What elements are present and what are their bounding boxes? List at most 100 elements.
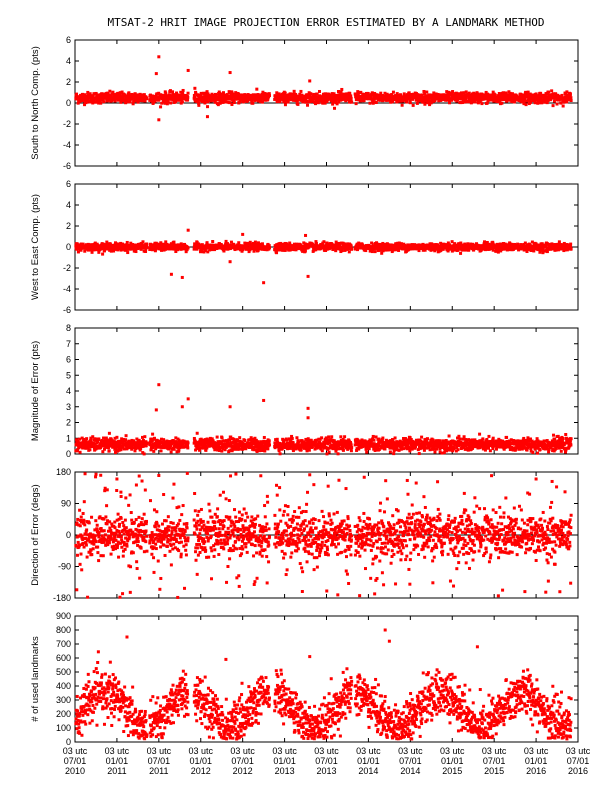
data-point <box>100 92 104 96</box>
data-point <box>451 90 455 94</box>
data-point <box>371 101 375 105</box>
data-point <box>408 98 412 102</box>
data-point <box>480 102 484 106</box>
data-point <box>113 243 117 247</box>
data-point <box>143 99 147 103</box>
data-point <box>501 93 505 97</box>
data-point <box>81 242 85 246</box>
data-point <box>266 97 270 101</box>
data-point <box>327 92 331 96</box>
data-point <box>145 96 149 100</box>
data-point <box>88 448 92 452</box>
data-point <box>264 92 268 96</box>
data-point <box>307 91 311 95</box>
data-point <box>337 89 341 93</box>
data-point <box>401 97 405 101</box>
data-point <box>118 243 122 247</box>
data-point <box>85 100 89 104</box>
scatter-series <box>74 228 573 285</box>
data-point <box>460 91 464 95</box>
data-point <box>340 98 344 102</box>
y-tick-label: 6 <box>66 179 71 189</box>
data-point <box>194 91 198 95</box>
data-point <box>228 101 232 105</box>
data-point <box>522 102 526 106</box>
panel-frame <box>74 327 579 455</box>
data-point <box>306 103 310 107</box>
data-point <box>354 98 358 102</box>
data-point <box>101 252 105 256</box>
data-point <box>333 98 337 102</box>
data-point <box>448 101 452 105</box>
data-point <box>117 95 121 99</box>
data-point <box>362 99 366 103</box>
data-point <box>115 435 119 439</box>
data-point <box>107 449 111 453</box>
data-point <box>201 99 205 103</box>
data-point <box>203 249 207 253</box>
data-point <box>460 93 464 97</box>
data-point <box>83 103 87 107</box>
data-point <box>229 246 233 250</box>
data-point <box>548 93 552 97</box>
data-point <box>240 249 244 253</box>
data-point <box>298 92 302 96</box>
data-point <box>559 101 563 105</box>
data-point <box>205 90 209 94</box>
data-point <box>159 105 163 109</box>
data-point <box>108 248 112 252</box>
data-point <box>141 240 145 244</box>
data-point <box>90 248 94 252</box>
data-point <box>213 100 217 104</box>
data-point <box>552 99 556 103</box>
data-point <box>199 91 203 95</box>
data-point <box>455 99 459 103</box>
data-point <box>337 100 341 104</box>
data-point <box>493 93 497 97</box>
data-point <box>194 243 198 247</box>
y-tick-label: 4 <box>66 56 71 66</box>
data-point <box>309 92 313 96</box>
data-point <box>462 100 466 104</box>
data-point <box>490 96 494 100</box>
data-point <box>519 99 523 103</box>
data-point <box>545 101 549 105</box>
data-point <box>185 248 189 252</box>
data-point <box>142 93 146 97</box>
data-point <box>486 99 490 103</box>
data-point <box>348 91 352 95</box>
data-point <box>446 98 450 102</box>
y-tick-label: 0 <box>66 98 71 108</box>
data-point <box>224 239 228 243</box>
data-point <box>303 249 307 253</box>
data-point <box>164 91 168 95</box>
data-point <box>99 101 103 105</box>
data-point <box>163 93 167 97</box>
outlier-point <box>193 86 197 90</box>
data-point <box>97 101 101 105</box>
data-point <box>422 89 426 93</box>
data-point <box>537 101 541 105</box>
data-point <box>420 93 424 97</box>
data-point <box>379 91 383 95</box>
data-point <box>109 245 113 249</box>
data-point <box>173 94 177 98</box>
data-point <box>568 92 572 96</box>
data-point <box>332 92 336 96</box>
data-point <box>517 95 521 99</box>
data-point <box>428 103 432 107</box>
data-point <box>376 93 380 97</box>
data-point <box>184 250 188 254</box>
data-point <box>520 93 524 97</box>
data-point <box>122 98 126 102</box>
data-point <box>145 245 149 249</box>
outlier-point <box>186 68 190 72</box>
outlier-point <box>157 55 161 59</box>
data-point <box>401 99 405 103</box>
data-point <box>181 91 185 95</box>
data-point <box>381 99 385 103</box>
data-point <box>315 92 319 96</box>
y-tick-label: -4 <box>63 140 71 150</box>
y-tick-label: 3 <box>66 402 71 412</box>
data-point <box>356 92 360 96</box>
